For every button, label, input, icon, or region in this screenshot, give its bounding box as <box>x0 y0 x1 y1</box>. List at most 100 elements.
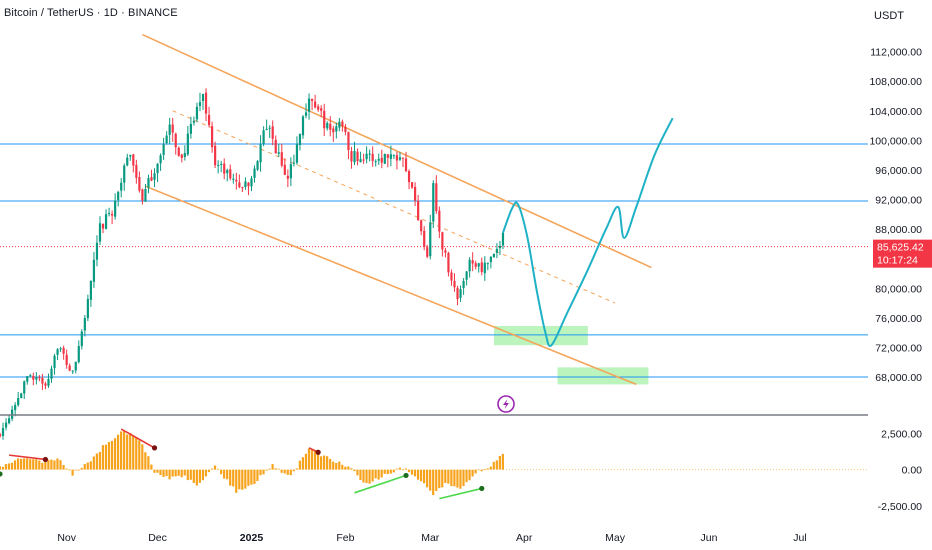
candle <box>414 182 417 207</box>
candle <box>168 117 171 144</box>
candle <box>353 141 356 166</box>
candle <box>271 120 274 146</box>
candle <box>56 348 59 361</box>
oscillator-bar <box>374 469 377 479</box>
oscillator-bar <box>483 469 486 471</box>
candle-body <box>217 164 220 166</box>
candle <box>17 392 20 407</box>
candle <box>201 93 205 110</box>
candle-body <box>150 177 153 181</box>
candle <box>138 171 141 193</box>
candle <box>486 262 489 271</box>
candle-body <box>41 377 44 384</box>
candle-body <box>226 170 229 174</box>
oscillator-bar <box>71 469 74 476</box>
candle-body <box>404 158 408 172</box>
oscillator-bar <box>335 463 338 470</box>
oscillator-bar <box>141 444 144 470</box>
candle <box>98 216 102 245</box>
candle-body <box>374 161 377 163</box>
oscillator-bar <box>489 466 492 470</box>
candle-body <box>44 383 47 386</box>
oscillator-bar <box>35 459 38 470</box>
candle <box>250 175 253 192</box>
candle <box>132 153 135 173</box>
candle <box>150 169 153 182</box>
oscillator-bar <box>423 469 426 484</box>
candle <box>323 103 326 136</box>
oscillator-bar <box>92 456 95 470</box>
oscillator-bar <box>310 450 314 470</box>
oscillator-tick-label: 0.00 <box>902 465 923 477</box>
oscillator-bar <box>253 469 256 484</box>
candle <box>498 240 502 256</box>
candle <box>11 405 14 422</box>
oscillator-bar <box>56 458 59 470</box>
oscillator-bar <box>0 466 1 470</box>
candle-body <box>204 92 208 114</box>
channel-lower-line <box>145 185 637 386</box>
candle-body <box>432 183 435 222</box>
oscillator-tick-label: 2,500.00 <box>881 428 922 440</box>
candle-body <box>23 381 26 394</box>
candle-body <box>429 222 432 257</box>
oscillator-bar <box>150 464 153 470</box>
candle <box>483 256 486 281</box>
oscillator-bar <box>371 469 374 482</box>
oscillator-bar <box>238 469 241 490</box>
candle <box>0 432 2 438</box>
oscillator-bar <box>444 469 447 483</box>
candle-body <box>235 179 238 182</box>
time-axis-label: Apr <box>516 532 533 544</box>
candle <box>453 273 456 292</box>
oscillator-bar <box>435 469 438 491</box>
oscillator-bar <box>192 469 195 483</box>
candle <box>156 163 159 183</box>
candle <box>207 106 211 128</box>
candle <box>374 159 377 167</box>
candle <box>107 207 111 217</box>
divergence-dot-bullish <box>479 485 485 492</box>
candle <box>86 294 89 322</box>
candle-body <box>377 158 380 161</box>
candle-body <box>480 262 483 273</box>
candle <box>47 373 50 388</box>
candle-body <box>365 153 368 160</box>
candle-body <box>386 154 389 158</box>
candle-body <box>98 223 102 242</box>
candle <box>386 153 389 168</box>
candle <box>26 375 29 385</box>
candle-body <box>398 157 402 160</box>
candle-body <box>474 263 477 267</box>
candle <box>4 418 8 431</box>
oscillator-bar <box>389 469 392 474</box>
candle-body <box>38 377 41 379</box>
candle-body <box>50 368 53 379</box>
candle <box>259 135 262 172</box>
candle <box>120 178 123 198</box>
candle <box>365 146 368 164</box>
oscillator-bar <box>235 469 238 493</box>
oscillator-bar <box>486 468 489 470</box>
candle-body <box>171 124 174 133</box>
oscillator-bar <box>453 469 456 487</box>
candle <box>274 135 277 154</box>
candle-body <box>129 154 132 157</box>
last-price-value: 85,625.42 <box>877 242 924 254</box>
candle <box>171 117 174 142</box>
time-axis-label: May <box>605 532 626 544</box>
candle-body <box>356 151 359 162</box>
candle <box>104 209 108 230</box>
candle <box>71 370 74 374</box>
candle-body <box>395 155 399 161</box>
candle <box>489 255 492 269</box>
candle <box>247 182 250 196</box>
candle-body <box>459 289 462 298</box>
oscillator-bar <box>177 469 180 476</box>
oscillator-bar <box>316 452 320 470</box>
candle-body <box>11 409 14 419</box>
oscillator-bar <box>159 469 162 476</box>
lightning-icon-bolt <box>503 399 510 409</box>
oscillator-bar <box>83 464 86 470</box>
